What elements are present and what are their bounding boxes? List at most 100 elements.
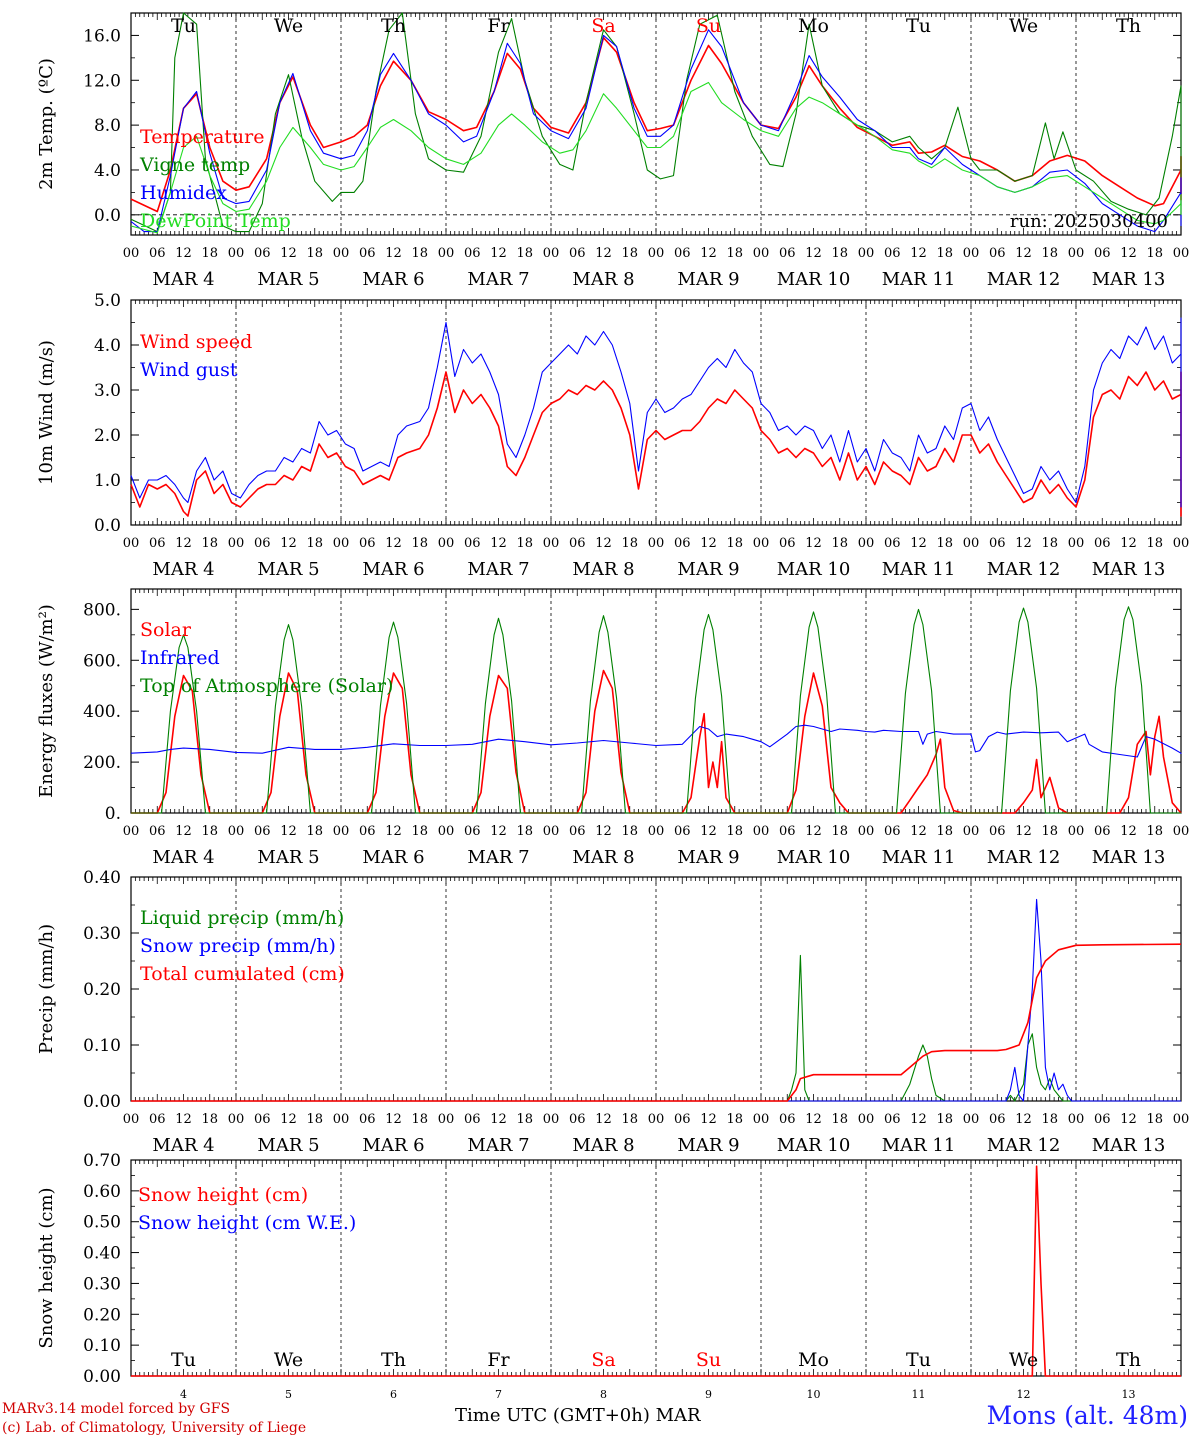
series-line-blue bbox=[130, 29, 1182, 233]
date-label: MAR 8 bbox=[572, 1135, 634, 1156]
hour-tick-label: 00 bbox=[228, 1112, 245, 1127]
hour-tick-label: 18 bbox=[201, 246, 218, 261]
hour-tick-label: 12 bbox=[280, 1112, 297, 1127]
y-tick-label: 0.60 bbox=[83, 1182, 121, 1202]
hour-tick-label: 00 bbox=[333, 824, 350, 839]
hour-tick-label: 12 bbox=[280, 536, 297, 551]
legend-entry: Liquid precip (mm/h) bbox=[140, 907, 344, 929]
hour-tick-label: 18 bbox=[306, 246, 323, 261]
legend-entry: Wind gust bbox=[140, 359, 238, 381]
date-label: MAR 12 bbox=[987, 559, 1061, 580]
y-tick-label: 0.20 bbox=[83, 1305, 121, 1325]
weekday-label: Mo bbox=[798, 15, 829, 37]
hour-tick-label: 06 bbox=[1094, 246, 1111, 261]
hour-tick-label: 00 bbox=[333, 1112, 350, 1127]
hour-tick-label: 18 bbox=[726, 1112, 743, 1127]
x-axis-label: Time UTC (GMT+0h) MAR bbox=[455, 1405, 701, 1426]
weekday-label: Tu bbox=[171, 1349, 196, 1371]
date-label: MAR 8 bbox=[572, 559, 634, 580]
date-label: MAR 12 bbox=[987, 1135, 1061, 1156]
legend-entry: Infrared bbox=[140, 647, 220, 669]
hour-tick-label: 00 bbox=[1068, 246, 1085, 261]
hour-tick-label: 18 bbox=[306, 536, 323, 551]
weekday-label: Fr bbox=[487, 1349, 510, 1371]
hour-tick-label: 12 bbox=[490, 536, 507, 551]
y-tick-label: 200. bbox=[83, 753, 121, 773]
hour-tick-label: 06 bbox=[254, 824, 271, 839]
y-tick-label: 0.30 bbox=[83, 1274, 121, 1294]
hour-tick-label: 12 bbox=[175, 536, 192, 551]
hour-tick-label: 12 bbox=[805, 246, 822, 261]
hour-tick-label: 12 bbox=[595, 824, 612, 839]
hour-tick-label: 00 bbox=[333, 536, 350, 551]
y-tick-label: 0.30 bbox=[83, 924, 121, 944]
chart-panel-4: 0.00 0.10 0.20 0.30 0.40 Precip (mm/h) Liquid … bbox=[36, 868, 1189, 1156]
y-tick-label: 0.50 bbox=[83, 1213, 121, 1233]
hour-tick-label: 00 bbox=[1068, 824, 1085, 839]
hour-tick-label: 00 bbox=[963, 536, 980, 551]
hour-tick-label: 00 bbox=[648, 246, 665, 261]
hour-tick-label: 00 bbox=[1173, 536, 1190, 551]
y-tick-label: 0.0 bbox=[94, 206, 121, 226]
date-label: MAR 4 bbox=[152, 559, 214, 580]
plot-frame bbox=[130, 299, 1182, 526]
hour-tick-label: 18 bbox=[516, 246, 533, 261]
hour-tick-label: 18 bbox=[1041, 824, 1058, 839]
weekday-label: Tu bbox=[171, 15, 196, 37]
series-line-red bbox=[131, 669, 1182, 814]
series-line-red bbox=[131, 1165, 1181, 1377]
hour-tick-label: 06 bbox=[674, 1112, 691, 1127]
y-axis-label: Snow height (cm) bbox=[36, 1187, 57, 1348]
legend-entry: DewPoint Temp bbox=[140, 210, 291, 232]
hour-tick-label: 12 bbox=[805, 1112, 822, 1127]
date-label: MAR 4 bbox=[152, 1135, 214, 1156]
hour-tick-label: 06 bbox=[1094, 1112, 1111, 1127]
y-tick-label: 3.0 bbox=[94, 381, 121, 401]
date-label: MAR 9 bbox=[677, 847, 739, 868]
hour-tick-label: 12 bbox=[700, 824, 717, 839]
hour-tick-label: 12 bbox=[385, 824, 402, 839]
hour-tick-label: 18 bbox=[1146, 536, 1163, 551]
hour-tick-label: 00 bbox=[963, 1112, 980, 1127]
day-number-label: 10 bbox=[807, 1388, 821, 1401]
hour-tick-label: 18 bbox=[411, 824, 428, 839]
series-line-red bbox=[131, 943, 1182, 1102]
weekday-row-top: Tu We Th Fr Sa Su Mo Tu We Th bbox=[171, 15, 1141, 37]
hour-tick-label: 18 bbox=[1041, 536, 1058, 551]
hour-tick-label: 00 bbox=[228, 536, 245, 551]
hour-tick-label: 18 bbox=[726, 246, 743, 261]
hour-tick-label: 12 bbox=[805, 824, 822, 839]
weekday-row-bottom: Tu 4 We 5 Th 6 Fr 7 Sa 8 Su 9 Mo 10 Tu 11 We 12 Th 13 bbox=[171, 1349, 1141, 1401]
y-tick-label: 0.0 bbox=[94, 516, 121, 536]
hour-tick-label: 18 bbox=[936, 536, 953, 551]
hour-tick-label: 06 bbox=[674, 824, 691, 839]
hour-tick-label: 00 bbox=[543, 824, 560, 839]
date-label: MAR 4 bbox=[152, 269, 214, 290]
hour-tick-label: 06 bbox=[989, 536, 1006, 551]
date-label: MAR 11 bbox=[882, 847, 956, 868]
hour-tick-label: 00 bbox=[333, 246, 350, 261]
hour-tick-label: 06 bbox=[464, 536, 481, 551]
hour-tick-label: 00 bbox=[543, 536, 560, 551]
date-label: MAR 9 bbox=[677, 1135, 739, 1156]
hour-tick-label: 18 bbox=[621, 824, 638, 839]
hour-tick-label: 18 bbox=[1146, 246, 1163, 261]
hour-tick-label: 12 bbox=[910, 1112, 927, 1127]
hour-tick-label: 00 bbox=[858, 536, 875, 551]
hour-tick-label: 12 bbox=[385, 1112, 402, 1127]
hour-tick-label: 06 bbox=[569, 246, 586, 261]
hour-tick-label: 12 bbox=[1015, 824, 1032, 839]
weekday-label: Tu bbox=[906, 1349, 931, 1371]
date-label: MAR 7 bbox=[467, 847, 529, 868]
y-tick-label: 0. bbox=[105, 804, 121, 824]
hour-tick-label: 06 bbox=[1094, 824, 1111, 839]
date-label: MAR 12 bbox=[987, 269, 1061, 290]
hour-tick-label: 12 bbox=[490, 824, 507, 839]
hour-tick-label: 00 bbox=[858, 1112, 875, 1127]
series-line-blue bbox=[131, 898, 1181, 1102]
hour-tick-label: 06 bbox=[884, 246, 901, 261]
hour-tick-label: 18 bbox=[726, 824, 743, 839]
hour-tick-label: 12 bbox=[385, 246, 402, 261]
hour-tick-label: 06 bbox=[359, 536, 376, 551]
hour-tick-label: 00 bbox=[228, 824, 245, 839]
